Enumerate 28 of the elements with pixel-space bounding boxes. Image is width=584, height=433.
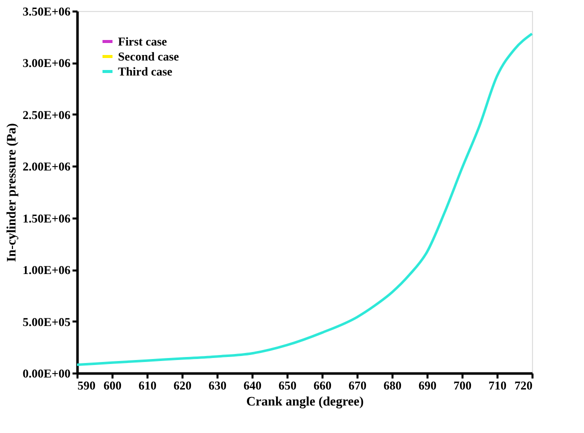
- x-tick-label: 620: [174, 378, 192, 392]
- line-series: [76, 32, 534, 366]
- y-tick-label: 0.00E+00: [22, 366, 70, 380]
- x-tick-label: 720: [514, 378, 532, 392]
- x-tick-label: 670: [348, 378, 366, 392]
- y-tick-label: 3.50E+06: [22, 4, 70, 18]
- legend-label: Second case: [118, 50, 180, 64]
- x-tick-label: 700: [454, 378, 472, 392]
- x-tick-label: 710: [488, 378, 506, 392]
- x-tick-label: 630: [208, 378, 226, 392]
- y-tick-label: 1.50E+06: [22, 211, 70, 226]
- y-tick-label: 3.00E+06: [22, 56, 70, 70]
- y-axis-title: In-cylinder pressure (Pa): [4, 123, 19, 262]
- y-tick-label: 1.00E+06: [22, 263, 70, 278]
- x-tick-label: 610: [138, 378, 156, 392]
- x-tick-label: 680: [384, 378, 402, 392]
- x-axis-title: Crank angle (degree): [246, 394, 364, 408]
- y-tick-label: 2.00E+06: [22, 160, 70, 174]
- y-tick-label: 2.50E+06: [22, 108, 70, 122]
- x-tick-label: 660: [314, 378, 332, 392]
- x-tick-label: 640: [244, 378, 262, 392]
- x-tick-label: 650: [278, 378, 296, 392]
- x-tick-label: 600: [104, 378, 122, 392]
- x-tick-label: 590: [78, 378, 96, 392]
- x-tick-label: 690: [418, 378, 436, 392]
- y-tick-label: 5.00E+05: [22, 314, 70, 329]
- legend-label: First case: [118, 34, 168, 48]
- legend-label: Third case: [118, 64, 174, 78]
